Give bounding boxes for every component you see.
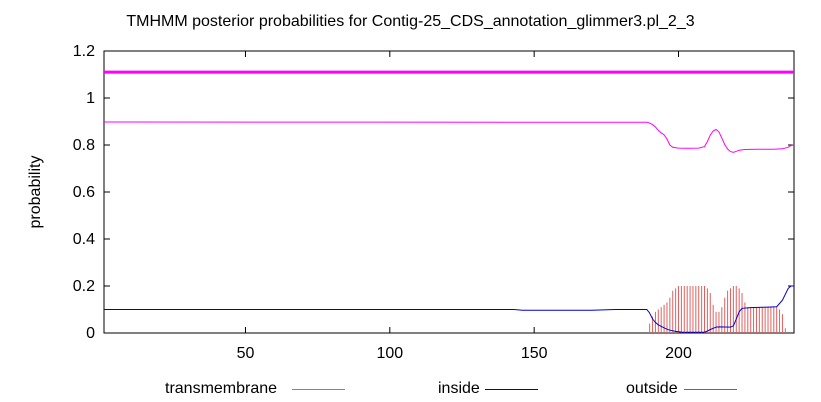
legend-swatch-inside: [485, 389, 538, 390]
y-tick-label: 1: [86, 90, 95, 107]
legend-item-outside: outside: [626, 380, 746, 400]
legend-swatch-outside: [684, 389, 737, 390]
y-tick-label: 0.8: [73, 137, 95, 154]
legend-swatch-transmembrane: [292, 389, 345, 390]
chart-title: TMHMM posterior probabilities for Contig…: [126, 13, 695, 30]
x-tick-label: 200: [665, 345, 692, 362]
y-tick-label: 0.4: [73, 231, 95, 248]
y-tick-label: 1.2: [73, 43, 95, 60]
legend-item-inside: inside: [438, 380, 548, 400]
legend-label-transmembrane: transmembrane: [165, 380, 278, 397]
y-tick-label: 0.6: [73, 184, 95, 201]
legend-label-outside: outside: [626, 380, 678, 397]
x-tick-label: 100: [376, 345, 403, 362]
y-tick-label: 0: [86, 325, 95, 342]
series-line-outside: [103, 121, 795, 153]
x-tick-label: 50: [237, 345, 255, 362]
series-line-inside: [104, 285, 794, 333]
x-tick-label: 150: [521, 345, 548, 362]
y-tick-label: 0.2: [73, 278, 95, 295]
legend-item-transmembrane: transmembrane: [165, 380, 345, 400]
legend-label-inside: inside: [438, 380, 480, 397]
